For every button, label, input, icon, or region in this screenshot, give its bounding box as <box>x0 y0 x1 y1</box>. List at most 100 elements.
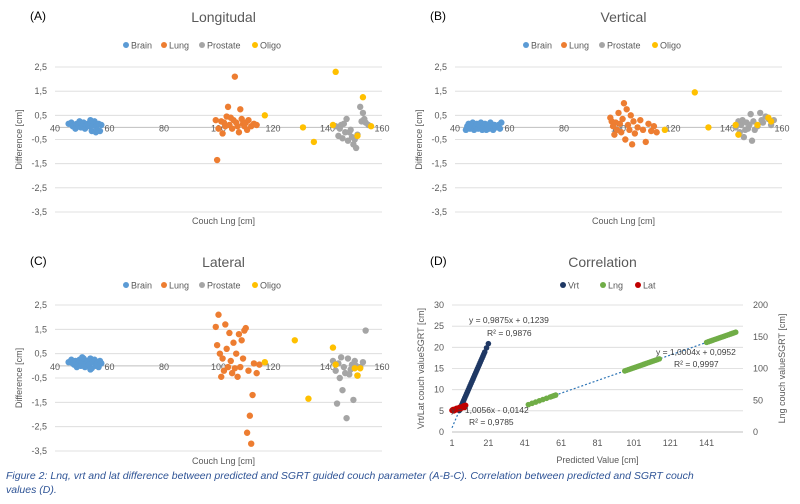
legend-label-brain: Brain <box>131 41 152 51</box>
point-prostate <box>337 354 345 361</box>
point-oligo <box>367 123 375 130</box>
point-lung <box>239 355 247 362</box>
legend-label-vrt: Vrt <box>568 281 580 291</box>
legend-marker-brain <box>123 282 129 288</box>
chart-title: Correlation <box>568 254 636 270</box>
y-tick-label: -0,5 <box>31 135 47 145</box>
point-vrt <box>485 340 492 347</box>
point-lung <box>230 339 237 346</box>
legend-marker-oligo <box>652 42 658 48</box>
point-lung <box>620 100 628 107</box>
point-lung <box>245 367 252 374</box>
y-tick-label: 15 <box>434 364 444 374</box>
y-tick-label: -3,5 <box>431 207 447 217</box>
point-oligo <box>291 337 298 344</box>
point-lung <box>243 126 251 134</box>
point-prostate <box>359 109 367 117</box>
point-lung <box>219 130 226 137</box>
point-lung <box>228 125 236 132</box>
y-tick-label: 0,5 <box>34 349 47 359</box>
trendline-r2-lng: R² = 0,9997 <box>674 359 719 369</box>
x-tick-label: 120 <box>265 362 280 372</box>
y-tick-label: -2,5 <box>31 422 47 432</box>
chart-title: Vertical <box>601 9 647 25</box>
point-oligo <box>329 121 337 129</box>
y-tick-label: -1,5 <box>31 397 47 407</box>
point-lung <box>243 429 251 436</box>
y-axis-title: Difference [cm] <box>14 109 24 169</box>
y-tick-label: 1,5 <box>434 86 447 96</box>
point-lung <box>234 373 241 380</box>
legend-label-lung: Lung <box>569 41 589 51</box>
legend-label-lng: Lng <box>608 281 623 291</box>
panel-label: (D) <box>430 254 447 268</box>
trendline-equation-vrt: y = 0,9875x + 0,1239 <box>469 315 549 325</box>
point-oligo <box>354 372 361 379</box>
y-tick-label: 0,5 <box>34 110 47 120</box>
y2-tick-label: 50 <box>753 395 763 405</box>
point-brain <box>79 354 86 361</box>
x-tick-label: 100 <box>211 362 226 372</box>
x-tick-label: 140 <box>320 123 335 133</box>
point-vrt <box>483 345 490 351</box>
y-tick-label: 2,5 <box>34 300 47 310</box>
legend-marker-lng <box>600 282 606 288</box>
point-lung <box>242 324 249 332</box>
chart-title: Longitudal <box>191 9 256 25</box>
point-lung <box>249 391 256 399</box>
point-lung <box>623 106 630 113</box>
y-tick-label: 30 <box>434 300 444 310</box>
figure-caption: Figure 2: Lnq, vrt and lat difference be… <box>6 470 694 496</box>
y-tick-label: 0 <box>439 427 444 437</box>
point-prostate <box>737 121 745 129</box>
point-lung <box>228 369 236 377</box>
y-tick-label: -3,5 <box>31 446 47 456</box>
legend-label-prostate: Prostate <box>207 281 241 291</box>
panel-label: (C) <box>30 254 47 268</box>
panel-c: (C) Lateral Brain Lung Prostate Oligo 2,5 1,5 0,… <box>14 254 390 466</box>
point-oligo <box>691 89 698 96</box>
point-lung <box>215 311 222 318</box>
point-prostate <box>362 327 369 334</box>
legend-marker-oligo <box>252 42 258 48</box>
y-tick-label: -0,5 <box>431 135 447 145</box>
point-lung <box>626 126 633 134</box>
point-lung <box>246 412 254 419</box>
point-lung <box>237 106 244 113</box>
y-tick-label: 25 <box>434 321 444 331</box>
legend-label-oligo: Oligo <box>660 41 681 51</box>
panel-label: (B) <box>430 9 446 23</box>
point-brain <box>98 360 105 367</box>
point-lung <box>219 355 226 362</box>
legend-marker-lung <box>161 42 167 48</box>
point-lat <box>462 402 469 409</box>
point-lung <box>618 129 625 136</box>
legend-marker-brain <box>123 42 129 48</box>
point-lung <box>650 123 658 130</box>
x-tick-label: 160 <box>374 362 389 372</box>
point-lung <box>634 124 641 131</box>
point-prostate <box>740 133 748 141</box>
y2-axis-title: Lng couch valueSGRT [cm] <box>777 314 787 424</box>
point-lung <box>212 323 219 331</box>
point-lung <box>216 350 224 357</box>
x-tick-label: 81 <box>592 438 602 448</box>
point-lung <box>619 115 626 123</box>
point-lung <box>227 357 234 365</box>
point-oligo <box>735 131 742 138</box>
point-lung <box>253 369 260 377</box>
point-lng <box>656 356 663 362</box>
point-lung <box>213 341 221 349</box>
legend-label-prostate: Prostate <box>607 41 641 51</box>
x-tick-label: 140 <box>720 123 735 133</box>
legend-marker-brain <box>523 42 529 48</box>
point-lung <box>631 130 639 137</box>
y-tick-label: -1,5 <box>431 159 447 169</box>
legend-marker-prostate <box>199 42 205 48</box>
point-brain <box>498 119 505 126</box>
point-lung <box>213 156 221 164</box>
x-tick-label: 160 <box>374 123 389 133</box>
trendline-r2-vrt: R² = 0,9876 <box>487 328 532 338</box>
legend-label-oligo: Oligo <box>260 41 281 51</box>
